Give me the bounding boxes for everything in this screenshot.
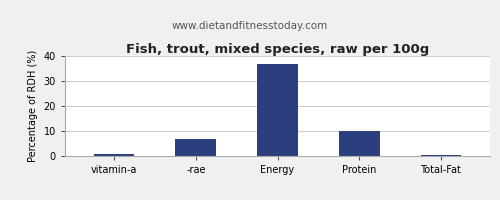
Bar	[94, 154, 134, 156]
Title: Fish, trout, mixed species, raw per 100g: Fish, trout, mixed species, raw per 100g	[126, 43, 429, 56]
Bar	[420, 155, 462, 156]
Y-axis label: Percentage of RDH (%): Percentage of RDH (%)	[28, 50, 38, 162]
Bar	[176, 138, 216, 156]
Bar	[257, 64, 298, 156]
Bar	[339, 131, 380, 156]
Text: www.dietandfitnesstoday.com: www.dietandfitnesstoday.com	[172, 21, 328, 31]
